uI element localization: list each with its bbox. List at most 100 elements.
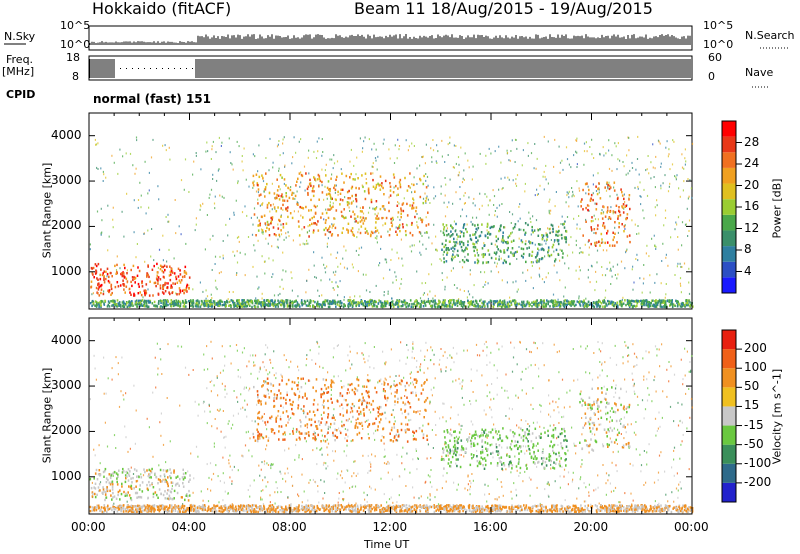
scatter-cell (174, 304, 176, 307)
scatter-cell (442, 402, 444, 405)
scatter-cell (418, 305, 421, 309)
scatter-cell (553, 250, 555, 253)
scatter-cell (95, 301, 98, 304)
scatter-cell (179, 300, 181, 303)
scatter-cell (269, 371, 271, 374)
scatter-cell (689, 304, 691, 307)
scatter-cell (283, 136, 285, 139)
scatter-cell (679, 195, 681, 198)
scatter-cell (327, 428, 329, 430)
scatter-cell (308, 235, 310, 238)
scatter-cell (505, 373, 507, 376)
scatter-cell (337, 300, 340, 303)
scatter-cell (459, 288, 461, 291)
scatter-cell (299, 185, 301, 188)
scatter-cell (122, 303, 125, 306)
scatter-cell (445, 260, 448, 263)
scatter-cell (511, 370, 514, 373)
scatter-cell (424, 355, 426, 358)
scatter-cell (522, 300, 525, 303)
scatter-cell (315, 223, 318, 226)
scatter-cell (614, 391, 617, 394)
scatter-cell (205, 297, 207, 300)
scatter-cell (532, 261, 534, 264)
scatter-cell (674, 228, 676, 231)
scatter-cell (107, 300, 110, 303)
scatter-cell (457, 301, 459, 304)
scatter-cell (605, 152, 607, 155)
scatter-cell (577, 205, 579, 208)
scatter-cell (609, 195, 611, 198)
scatter-cell (282, 300, 285, 303)
scatter-cell (334, 273, 336, 276)
scatter-cell (316, 300, 319, 304)
scatter-cell (549, 198, 551, 201)
scatter-cell (547, 249, 550, 252)
scatter-cell (521, 164, 523, 167)
scatter-cell (588, 204, 590, 207)
scatter-cell (417, 410, 419, 413)
scatter-cell (420, 218, 422, 221)
scatter-cell (143, 289, 146, 292)
scatter-cell (379, 175, 382, 178)
scatter-cell (196, 299, 198, 303)
scatter-cell (367, 187, 370, 190)
scatter-cell (112, 226, 114, 229)
scatter-cell (557, 239, 560, 242)
scatter-cell (235, 304, 237, 307)
scatter-cell (340, 210, 343, 214)
scatter-cell (538, 260, 540, 263)
scatter-cell (502, 231, 504, 234)
scatter-cell (160, 358, 162, 361)
scatter-cell (243, 305, 245, 308)
scatter-cell (390, 217, 392, 221)
scatter-cell (329, 201, 331, 204)
scatter-cell (568, 243, 570, 246)
scatter-cell (313, 150, 315, 153)
scatter-cell (384, 411, 386, 414)
scatter-cell (247, 236, 250, 238)
scatter-cell (159, 299, 162, 302)
scatter-cell (371, 148, 373, 151)
scatter-cell (106, 267, 109, 270)
scatter-cell (506, 152, 509, 154)
scatter-cell (543, 170, 545, 173)
scatter-cell (153, 281, 156, 285)
scatter-cell (431, 485, 433, 488)
scatter-cell (478, 208, 481, 211)
scatter-cell (361, 184, 363, 187)
scatter-cell (151, 268, 154, 271)
scatter-cell (435, 434, 437, 436)
scatter-cell (460, 230, 463, 234)
scatter-cell (461, 396, 463, 399)
scatter-cell (641, 303, 643, 306)
scatter-cell (392, 173, 395, 176)
scatter-cell (465, 258, 468, 262)
scatter-cell (159, 421, 161, 424)
scatter-cell (207, 303, 210, 307)
scatter-cell (548, 227, 551, 231)
scatter-cell (311, 222, 313, 226)
scatter-cell (101, 273, 104, 277)
scatter-cell (643, 301, 645, 305)
scatter-cell (292, 156, 294, 159)
scatter-cell (487, 282, 489, 285)
scatter-cell (683, 262, 686, 265)
scatter-cell (282, 301, 284, 305)
scatter-cell (369, 461, 371, 464)
scatter-cell (547, 300, 549, 303)
scatter-cell (100, 301, 103, 304)
scatter-cell (436, 248, 438, 251)
scatter-cell (417, 458, 419, 460)
scatter-cell (477, 223, 479, 227)
scatter-cell (280, 215, 282, 218)
scatter-cell (465, 215, 468, 218)
scatter-cell (564, 220, 566, 223)
scatter-cell (351, 201, 353, 204)
scatter-cell (470, 220, 472, 223)
scatter-cell (214, 207, 216, 210)
scatter-cell (210, 158, 212, 160)
scatter-cell (320, 216, 322, 219)
scatter-cell (677, 496, 679, 499)
scatter-cell (349, 160, 351, 163)
